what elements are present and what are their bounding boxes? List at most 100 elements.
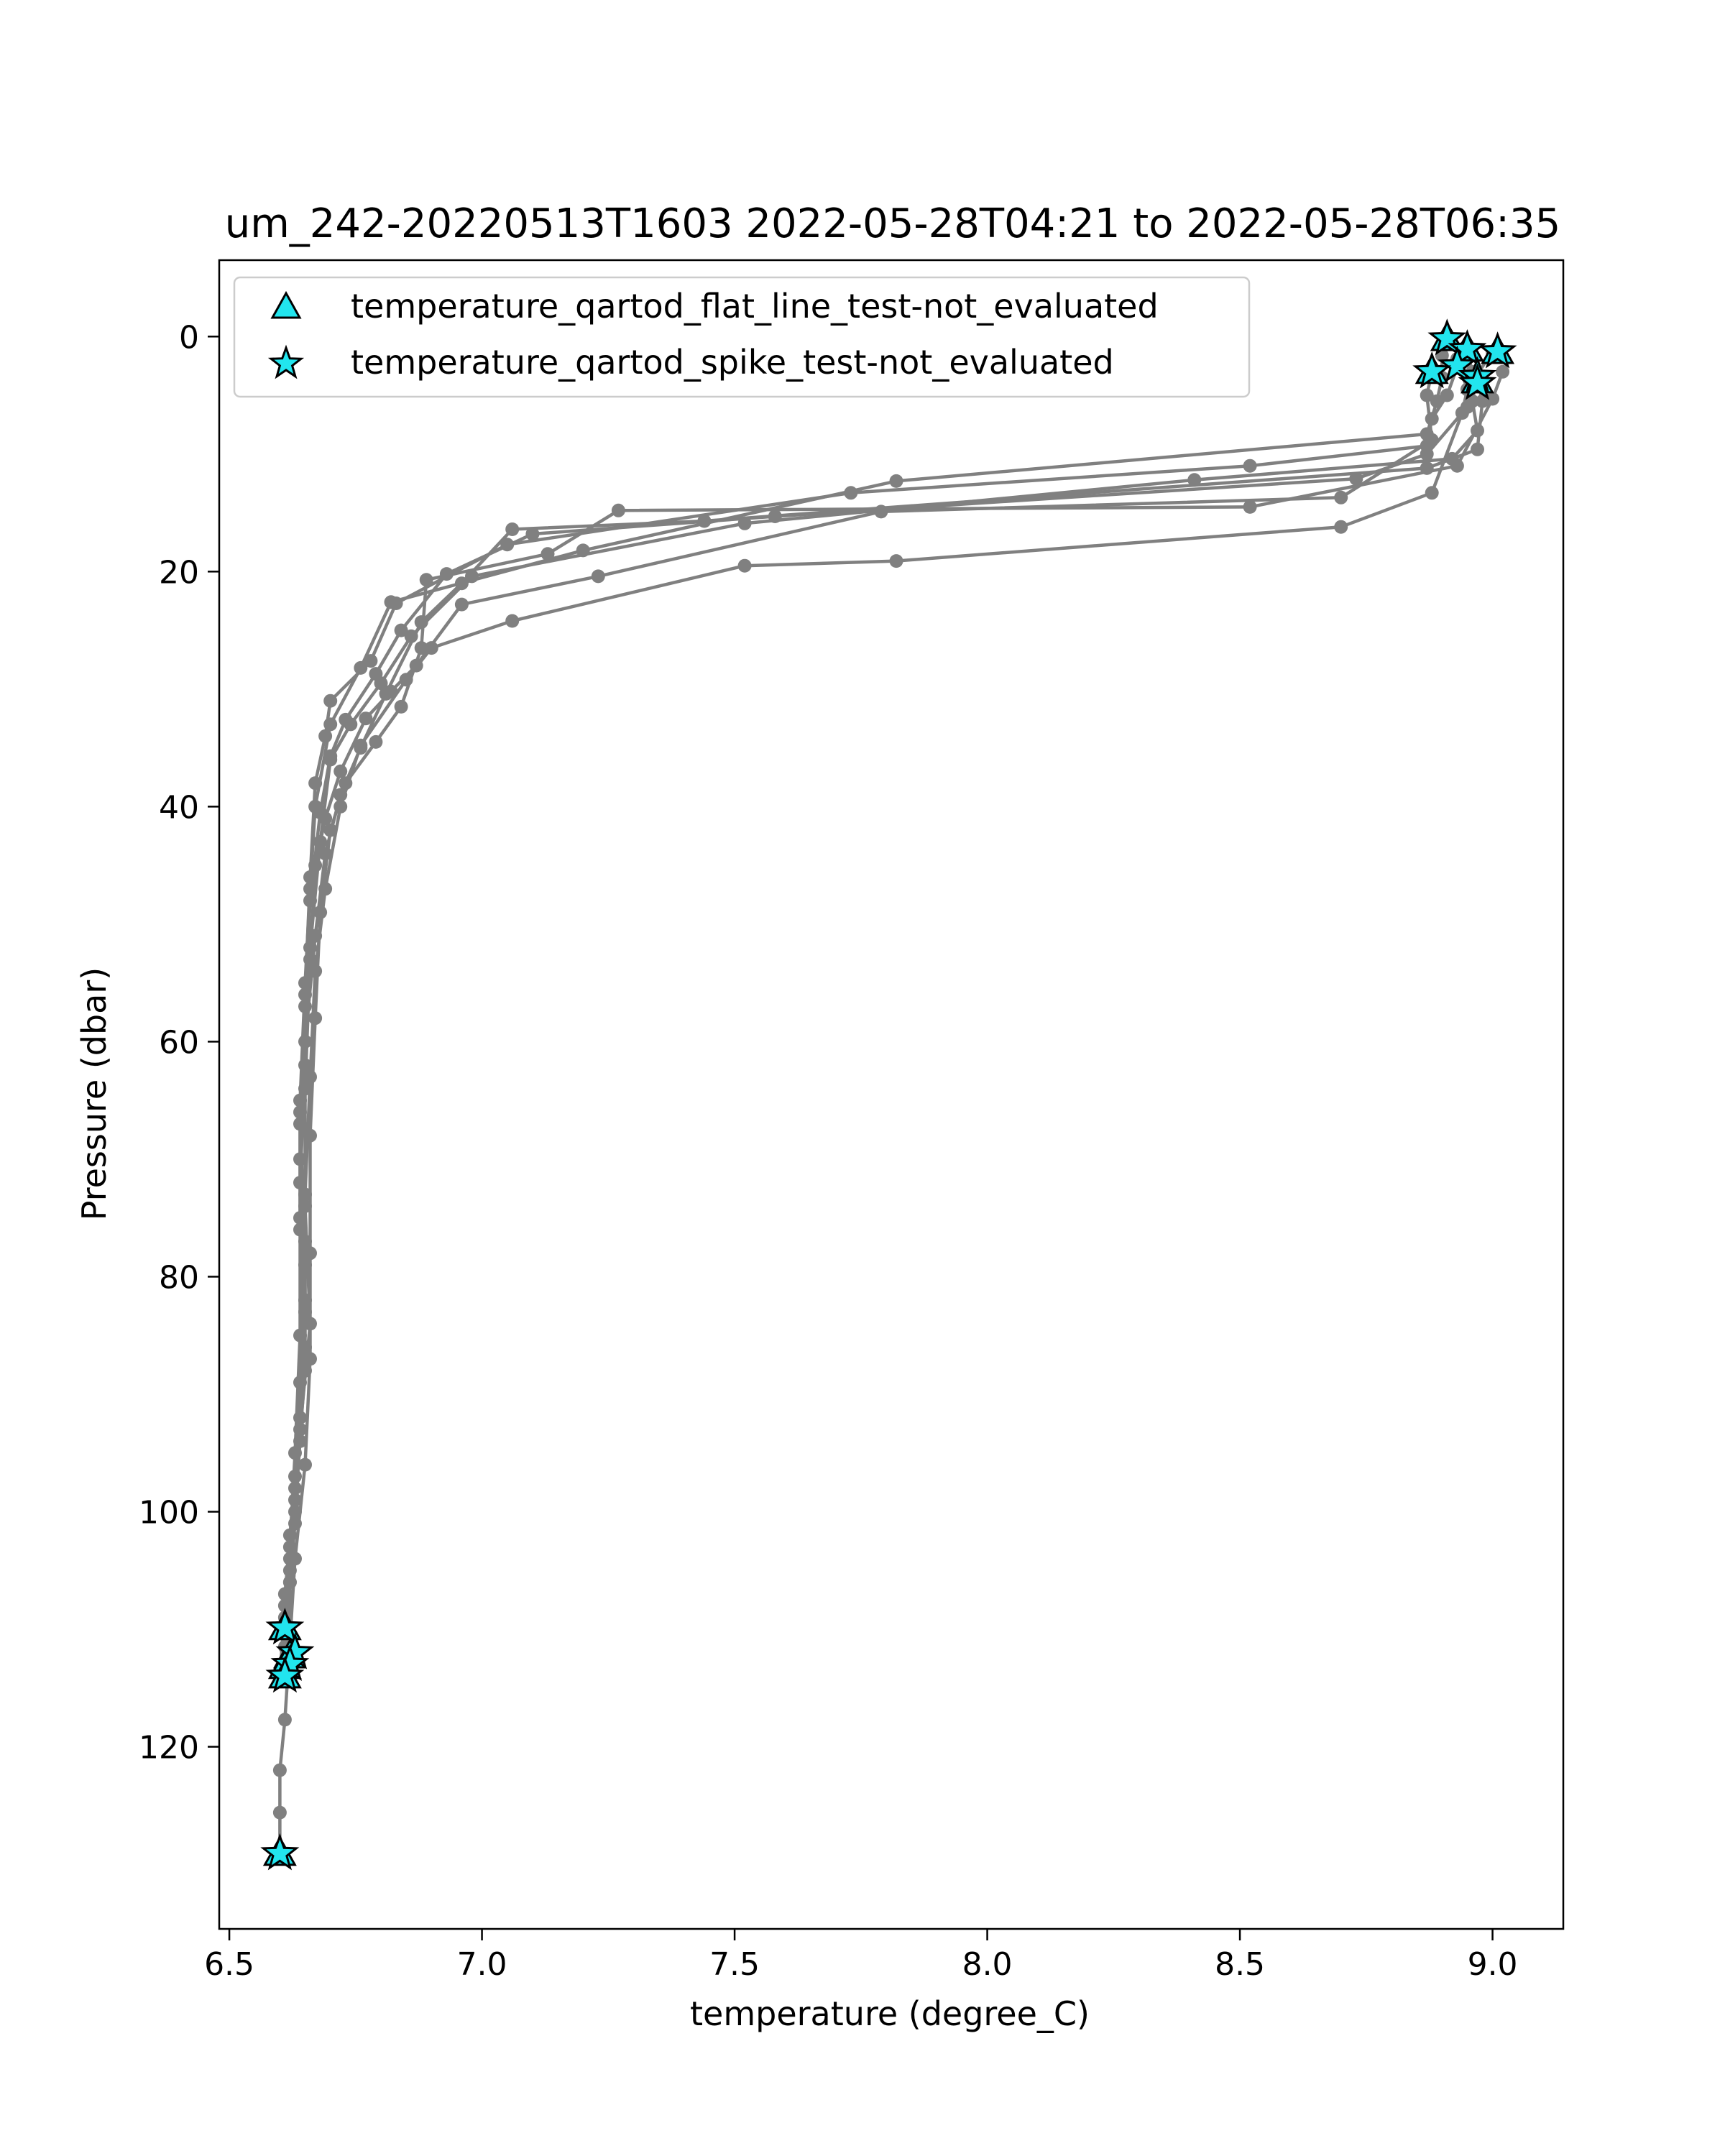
profile-point <box>439 567 454 581</box>
profile-point <box>303 1317 317 1331</box>
profile-point <box>454 576 469 591</box>
x-tick-label: 6.5 <box>204 1946 254 1983</box>
profile-point <box>611 503 625 517</box>
profile-point <box>889 554 903 568</box>
profile-point <box>1243 499 1257 514</box>
profile-point <box>1334 490 1348 505</box>
profile-point <box>293 1117 307 1131</box>
profile-point <box>505 522 520 536</box>
profile-point <box>1486 392 1500 406</box>
y-tick-label: 0 <box>179 319 199 356</box>
profile-point <box>737 558 752 573</box>
spike-marker <box>1448 328 1487 367</box>
profile-point <box>1440 388 1454 402</box>
profile-point <box>282 1575 297 1590</box>
profile-point <box>313 806 328 819</box>
profile-point <box>1425 412 1439 426</box>
profile-point <box>303 893 317 908</box>
profile-point <box>293 1434 307 1448</box>
profile-point <box>323 694 338 708</box>
profile-point <box>454 597 469 612</box>
profile-point <box>1349 471 1363 486</box>
profile-point <box>874 505 888 519</box>
y-tick-label: 120 <box>139 1730 199 1766</box>
profile-point <box>1450 459 1464 473</box>
profile-point <box>293 1376 307 1390</box>
legend-label-spike: temperature_qartod_spike_test-not_evalua… <box>351 343 1114 382</box>
profile-point <box>844 486 858 500</box>
profile-point <box>768 510 782 523</box>
profile-point <box>505 614 520 628</box>
profile-point <box>389 596 403 610</box>
profile-point <box>419 573 433 587</box>
x-tick-label: 8.0 <box>962 1946 1013 1983</box>
profile-point <box>394 623 408 637</box>
profile-point <box>465 569 479 584</box>
profile-point <box>399 673 413 687</box>
x-tick-label: 9.0 <box>1468 1946 1518 1983</box>
profile-point <box>1243 459 1257 473</box>
legend-entry-flat-line: temperature_qartod_flat_line_test-not_ev… <box>270 287 1159 326</box>
profile-point <box>308 776 323 791</box>
spike-marker <box>1427 318 1467 356</box>
profile-point <box>1420 447 1434 461</box>
x-axis-label: temperature (degree_C) <box>690 1994 1090 2033</box>
profile-point <box>540 547 555 561</box>
x-axis: 6.5 7.0 7.5 8.0 8.5 9.0 <box>204 1929 1518 1983</box>
y-tick-label: 20 <box>159 554 199 591</box>
profile-point <box>308 964 323 978</box>
profile-point <box>308 1011 323 1026</box>
x-tick-label: 7.0 <box>457 1946 507 1983</box>
profile-point <box>339 712 353 727</box>
profile-point <box>318 882 333 896</box>
profile-point <box>323 823 338 837</box>
profile-point <box>318 729 333 743</box>
spike-marker <box>265 1656 305 1693</box>
profile-point <box>369 667 383 681</box>
profile-point <box>277 1713 292 1727</box>
profile-point <box>1425 486 1439 500</box>
x-tick-label: 8.5 <box>1215 1946 1265 1983</box>
profile-point <box>272 1805 287 1820</box>
profile-point <box>298 1187 312 1202</box>
profile-point <box>424 641 438 655</box>
profile-point <box>591 569 605 584</box>
profile-point <box>303 1070 317 1084</box>
profile-point <box>364 654 378 668</box>
profile-point <box>1334 520 1348 534</box>
legend-box <box>233 276 1251 398</box>
profile-point <box>272 1763 287 1777</box>
axes-frame <box>218 259 1565 1930</box>
profile-point <box>359 711 373 726</box>
legend-triangle <box>270 290 302 319</box>
profile-point <box>298 999 312 1013</box>
profile-point <box>334 764 348 778</box>
profile-point <box>414 641 428 655</box>
legend: temperature_qartod_flat_line_test-not_ev… <box>233 276 1251 398</box>
profile-point <box>1420 388 1434 402</box>
profile-point <box>298 1305 312 1319</box>
spike-markers <box>260 318 1517 1871</box>
spike-marker <box>1478 331 1517 369</box>
profile-point <box>1455 406 1469 420</box>
profile-point <box>323 749 338 763</box>
spike-marker <box>1412 351 1452 389</box>
spike-marker <box>265 1608 305 1645</box>
spike-marker <box>260 1833 300 1871</box>
profile-point <box>334 799 348 814</box>
spike-marker <box>1458 363 1497 400</box>
profile-point <box>298 1457 312 1472</box>
profile-point <box>394 699 408 714</box>
y-tick-label: 80 <box>159 1259 199 1296</box>
chart-title: um_242-20220513T1603 2022-05-28T04:21 to… <box>225 201 1561 247</box>
profile-point <box>1471 442 1484 456</box>
profile-point <box>354 660 368 675</box>
profile-point <box>288 1469 302 1483</box>
legend-star <box>267 344 305 379</box>
profile-point <box>525 527 540 541</box>
spike-marker <box>1438 345 1477 383</box>
profile-point <box>369 734 383 749</box>
y-tick-label: 100 <box>139 1495 199 1531</box>
triangle-marker-icon <box>270 290 302 319</box>
